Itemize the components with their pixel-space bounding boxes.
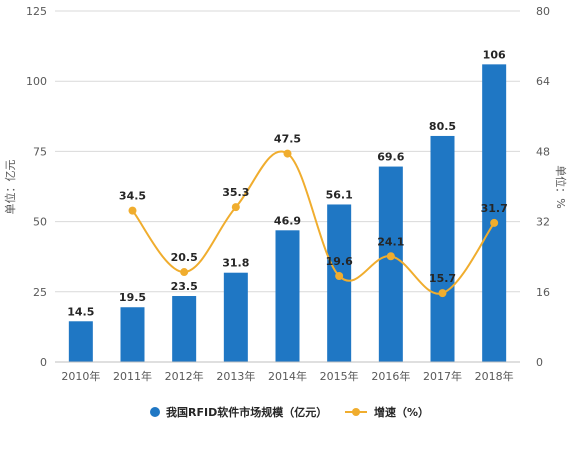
right-axis-tick-label: 16: [536, 286, 550, 299]
x-axis-tick-label: 2012年: [165, 369, 204, 383]
bar: [120, 307, 145, 362]
x-axis-tick-label: 2011年: [113, 369, 152, 383]
bar-value-label: 56.1: [326, 188, 353, 201]
x-axis-tick-label: 2018年: [475, 369, 514, 383]
x-axis-tick-label: 2013年: [216, 369, 255, 383]
bar-value-label: 69.6: [377, 151, 404, 164]
left-axis-title: 单位：亿元: [3, 160, 17, 215]
growth-value-label: 47.5: [274, 133, 301, 146]
right-axis-tick-label: 0: [536, 356, 543, 369]
bar: [482, 64, 507, 363]
growth-value-label: 24.1: [377, 235, 404, 248]
bar: [430, 135, 455, 362]
x-axis-tick-label: 2015年: [320, 369, 359, 383]
legend-bar-swatch: [150, 407, 160, 417]
bar-value-label: 19.5: [119, 291, 146, 304]
bar-value-label: 80.5: [429, 120, 456, 133]
growth-line-series: [128, 149, 499, 298]
left-axis-tick-label: 50: [33, 216, 47, 229]
growth-point: [180, 268, 189, 277]
right-axis-tick-label: 64: [536, 75, 550, 88]
bar-value-label: 31.8: [222, 257, 249, 270]
bar-value-label: 46.9: [274, 214, 301, 227]
bar: [275, 230, 300, 362]
growth-value-label: 20.5: [171, 251, 198, 264]
x-axis-tick-label: 2016年: [371, 369, 410, 383]
bar-series: [68, 64, 507, 363]
growth-value-label: 19.6: [326, 255, 353, 268]
right-axis-tick-label: 80: [536, 5, 550, 18]
bar: [378, 166, 403, 362]
legend: 我国RFID软件市场规模（亿元） 增速（%）: [150, 405, 429, 419]
axes: 0 25 50 75 100 125 0 16 32 48 64 80 2010年 2011年 2012年 2…: [26, 5, 550, 383]
bar: [327, 204, 352, 362]
bar: [223, 272, 248, 362]
data-labels: 14.5 19.5 23.5 31.8 46.9 56.1 69.6 80.5 106 34.5 2…: [67, 48, 507, 318]
left-axis-tick-label: 0: [40, 356, 47, 369]
x-axis-tick-label: 2017年: [423, 369, 462, 383]
growth-value-label: 31.7: [481, 202, 508, 215]
left-axis-tick-label: 75: [33, 145, 47, 158]
growth-point: [490, 218, 499, 227]
growth-value-label: 15.7: [429, 272, 456, 285]
legend-line-marker: [352, 408, 360, 416]
growth-point: [231, 203, 240, 212]
growth-point: [283, 149, 292, 158]
growth-point: [335, 272, 344, 281]
right-axis-title: 单位：%: [554, 165, 568, 208]
right-axis-tick-label: 32: [536, 216, 550, 229]
right-axis-tick-label: 48: [536, 145, 550, 158]
x-axis-tick-label: 2010年: [61, 369, 100, 383]
bar: [68, 321, 93, 362]
bar-value-label: 14.5: [67, 305, 94, 318]
left-axis-tick-label: 25: [33, 286, 47, 299]
growth-value-label: 34.5: [119, 190, 146, 203]
legend-bar-label: 我国RFID软件市场规模（亿元）: [166, 405, 327, 419]
bar-value-label: 23.5: [171, 280, 198, 293]
growth-value-label: 35.3: [222, 186, 249, 199]
x-axis-tick-label: 2014年: [268, 369, 307, 383]
bar-value-label: 106: [483, 48, 506, 61]
growth-line-path: [131, 150, 495, 295]
growth-point: [386, 252, 395, 261]
legend-line-label: 增速（%）: [374, 405, 429, 419]
left-axis-tick-label: 125: [26, 5, 47, 18]
left-axis-tick-label: 100: [26, 75, 47, 88]
growth-point: [438, 289, 447, 298]
growth-point: [128, 206, 137, 215]
bar: [172, 296, 197, 362]
